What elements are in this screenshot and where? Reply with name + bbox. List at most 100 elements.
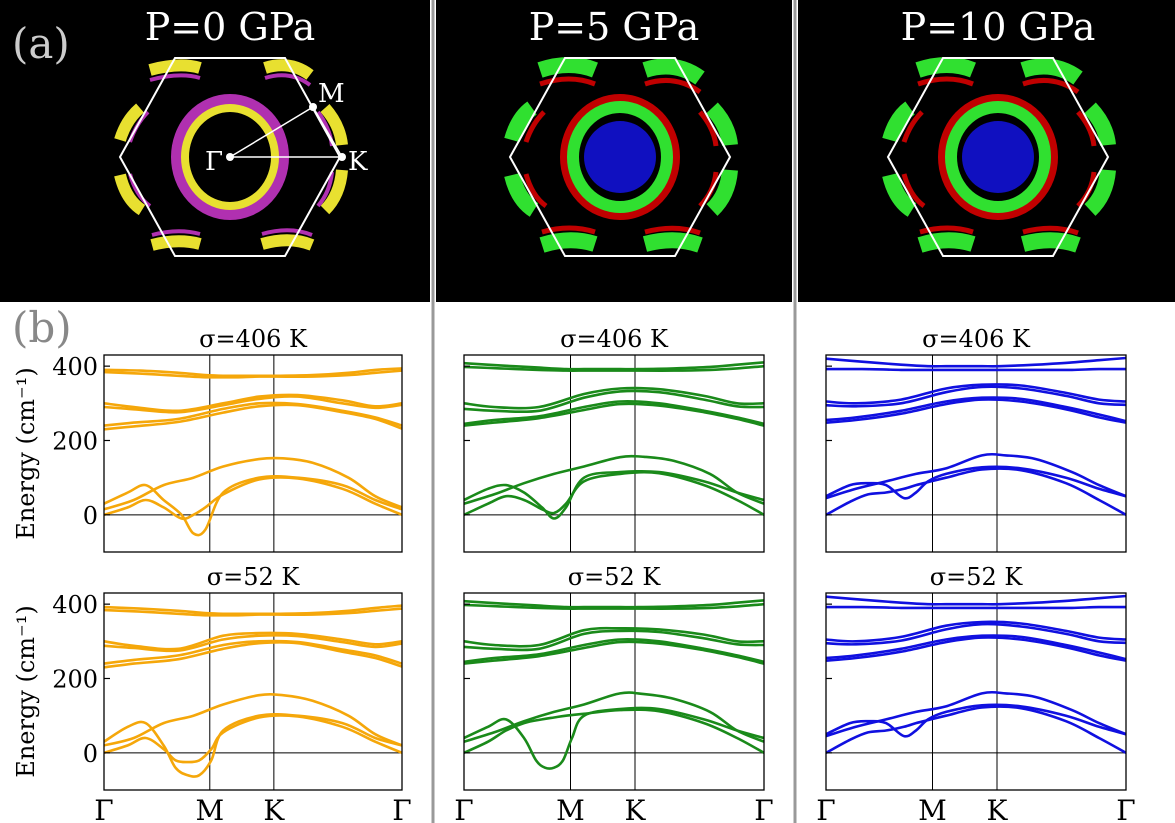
- x-tick-label: Γ: [392, 794, 411, 823]
- gamma-point: [226, 153, 234, 161]
- phonon-branch-6: [826, 398, 1126, 424]
- chart-title: σ=52 K: [207, 563, 301, 591]
- phonon-branch-6: [464, 402, 764, 427]
- phonon-branch-5: [104, 401, 402, 427]
- brillouin-zone-outline-p0: [118, 57, 342, 257]
- y-tick-label: 200: [52, 665, 98, 693]
- phonon-branch-9: [464, 708, 764, 754]
- bz-label-k: K: [348, 147, 368, 177]
- x-tick-label: M: [195, 794, 224, 823]
- x-tick-label: Γ: [816, 794, 835, 823]
- chart-title: σ=406 K: [199, 325, 308, 353]
- phonon-branch-6: [104, 403, 402, 431]
- phonon-branch-8: [464, 706, 764, 770]
- phonon-branch-5: [464, 637, 764, 664]
- fermi-surface-panel-p10: P=10 GPa: [798, 0, 1175, 302]
- phonon-branch-5: [826, 634, 1126, 661]
- fs-title-p0: P=0 GPa: [145, 5, 316, 49]
- phonon-branch-7: [464, 454, 764, 505]
- phonon-branch-2: [104, 607, 402, 617]
- phonon-branch-1: [464, 361, 764, 371]
- y-axis-label: Energy (cm⁻¹): [12, 605, 40, 777]
- phonon-branch-7: [104, 456, 402, 511]
- dispersion-chart-4: 0 200 400 σ=52 K Energy (cm⁻¹) Γ M K Γ: [12, 563, 412, 823]
- chart-title: σ=406 K: [922, 325, 1031, 353]
- dispersion-chart-3: σ=406 K: [825, 325, 1127, 553]
- x-tick-label: K: [987, 794, 1009, 823]
- y-tick-label: 400: [52, 591, 98, 619]
- fs-title-p5: P=5 GPa: [529, 5, 700, 49]
- phonon-branch-4: [104, 634, 402, 653]
- plot-frame: [103, 354, 403, 553]
- high-symmetry-path: [229, 106, 343, 158]
- phonon-branch-5: [104, 639, 402, 665]
- brillouin-zone-outline-p5: [508, 57, 732, 257]
- phonon-branch-3: [464, 386, 764, 410]
- phonon-branch-4: [826, 385, 1126, 408]
- dispersion-chart-6: σ=52 K Γ M K Γ: [816, 563, 1135, 823]
- panel-a-label: (a): [12, 19, 70, 68]
- fs-sheets-p10: [882, 57, 1116, 253]
- phonon-branch-4: [464, 629, 764, 652]
- fermi-surface-panel-p0: M Γ K P=0 GPa (a): [0, 0, 430, 302]
- m-point: [309, 103, 317, 111]
- x-tick-label: M: [918, 794, 947, 823]
- plot-frame: [825, 592, 1127, 791]
- chart-title: σ=52 K: [930, 563, 1024, 591]
- phonon-branch-8: [104, 712, 402, 778]
- fermi-surface-panel-p5: P=5 GPa: [436, 0, 792, 302]
- phonon-branch-4: [104, 395, 402, 414]
- panel-b-label: (b): [12, 303, 72, 352]
- phonon-branch-2: [826, 605, 1126, 610]
- dispersion-chart-5: σ=52 K Γ M K Γ: [454, 563, 773, 823]
- dispersion-chart-2: σ=406 K: [463, 325, 765, 553]
- chart-title: σ=406 K: [560, 325, 669, 353]
- dispersion-chart-1: 0 200 400 σ=406 K Energy (cm⁻¹): [12, 325, 403, 553]
- x-tick-label: Γ: [754, 794, 773, 823]
- y-tick-label: 400: [52, 353, 98, 381]
- phonon-branch-1: [464, 599, 764, 609]
- phonon-branch-9: [464, 470, 764, 516]
- y-axis-label: Energy (cm⁻¹): [12, 367, 40, 539]
- x-tick-label: K: [625, 794, 647, 823]
- phonon-branch-3: [104, 631, 402, 651]
- phonon-branch-6: [464, 640, 764, 665]
- phonon-branch-3: [826, 383, 1126, 405]
- phonon-branch-1: [826, 356, 1126, 368]
- plot-frame: [463, 592, 765, 791]
- x-tick-label: Γ: [1116, 794, 1135, 823]
- y-tick-label: 200: [52, 427, 98, 455]
- k-point: [338, 153, 346, 161]
- phonon-branch-9: [104, 476, 402, 521]
- x-tick-label: Γ: [94, 794, 113, 823]
- phonon-branch-4: [826, 622, 1126, 646]
- bz-label-gamma: Γ: [205, 147, 223, 177]
- bz-label-m: M: [318, 79, 345, 109]
- phonon-branch-9: [826, 705, 1126, 754]
- phonon-dispersion-plots: 0 200 400 σ=406 K Energy (cm⁻¹) σ=406 K σ=406 …: [12, 325, 1136, 823]
- phonon-branch-5: [464, 399, 764, 426]
- x-tick-label: Γ: [454, 794, 473, 823]
- y-tick-label: 0: [83, 740, 98, 768]
- fs-sheets-p5: [504, 57, 738, 253]
- phonon-branch-3: [826, 620, 1126, 643]
- phonon-branch-6: [104, 641, 402, 669]
- plot-frame: [103, 592, 403, 791]
- phonon-branch-1: [826, 594, 1126, 606]
- phonon-branch-4: [464, 389, 764, 414]
- phonon-branch-8: [464, 469, 764, 520]
- phonon-branch-7: [464, 691, 764, 743]
- phonon-branch-2: [104, 369, 402, 379]
- phonon-branch-6: [826, 636, 1126, 662]
- chart-title: σ=52 K: [568, 563, 662, 591]
- phonon-branch-9: [826, 467, 1126, 516]
- phonon-branch-5: [826, 396, 1126, 423]
- phonon-branch-8: [104, 474, 402, 537]
- x-tick-label: K: [263, 794, 285, 823]
- x-tick-label: M: [556, 794, 585, 823]
- phonon-branch-9: [104, 714, 402, 764]
- y-tick-label: 0: [83, 502, 98, 530]
- phonon-branch-3: [104, 393, 402, 413]
- phonon-branch-2: [826, 367, 1126, 372]
